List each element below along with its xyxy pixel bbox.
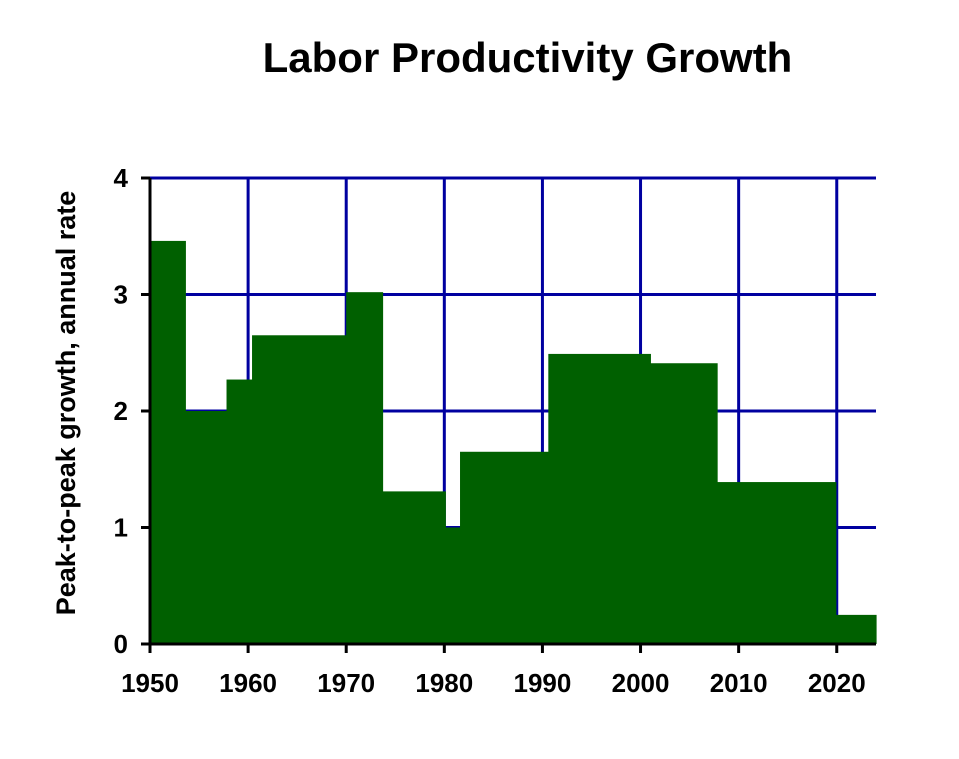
area-segment-6 (445, 527, 461, 644)
axes (141, 176, 876, 653)
x-tick-label-1960: 1960 (219, 668, 277, 698)
x-tick-label-1980: 1980 (415, 668, 473, 698)
area-segment-2 (226, 379, 253, 644)
area-segment-8 (548, 353, 651, 644)
area-segment-0 (150, 240, 186, 644)
x-tick-label-2020: 2020 (808, 668, 866, 698)
productivity-area (150, 240, 877, 644)
area-segment-5 (382, 491, 446, 644)
y-axis-title: Peak-to-peak growth, annual rate (51, 191, 81, 616)
area-segment-9 (650, 363, 718, 644)
area-segment-1 (185, 411, 228, 644)
y-tick-label-3: 3 (114, 280, 128, 310)
x-tick-label-1950: 1950 (121, 668, 179, 698)
y-tick-label-4: 4 (114, 163, 129, 193)
area-segment-10 (717, 482, 837, 644)
area-segment-7 (460, 451, 549, 644)
tick-labels: 0 1 2 3 4 1950 1960 1970 1980 1990 2000 2010 2020 Pea… (51, 163, 866, 698)
area-segment-4 (346, 292, 384, 644)
x-tick-label-1970: 1970 (317, 668, 375, 698)
y-tick-label-1: 1 (114, 513, 128, 543)
x-tick-label-1990: 1990 (514, 668, 572, 698)
y-tick-label-0: 0 (114, 629, 128, 659)
x-tick-label-2010: 2010 (710, 668, 768, 698)
x-tick-label-2000: 2000 (612, 668, 670, 698)
area-segment-3 (252, 335, 347, 644)
area-segment-11 (835, 614, 877, 644)
chart-title: Labor Productivity Growth (262, 34, 793, 81)
y-tick-label-2: 2 (114, 396, 128, 426)
